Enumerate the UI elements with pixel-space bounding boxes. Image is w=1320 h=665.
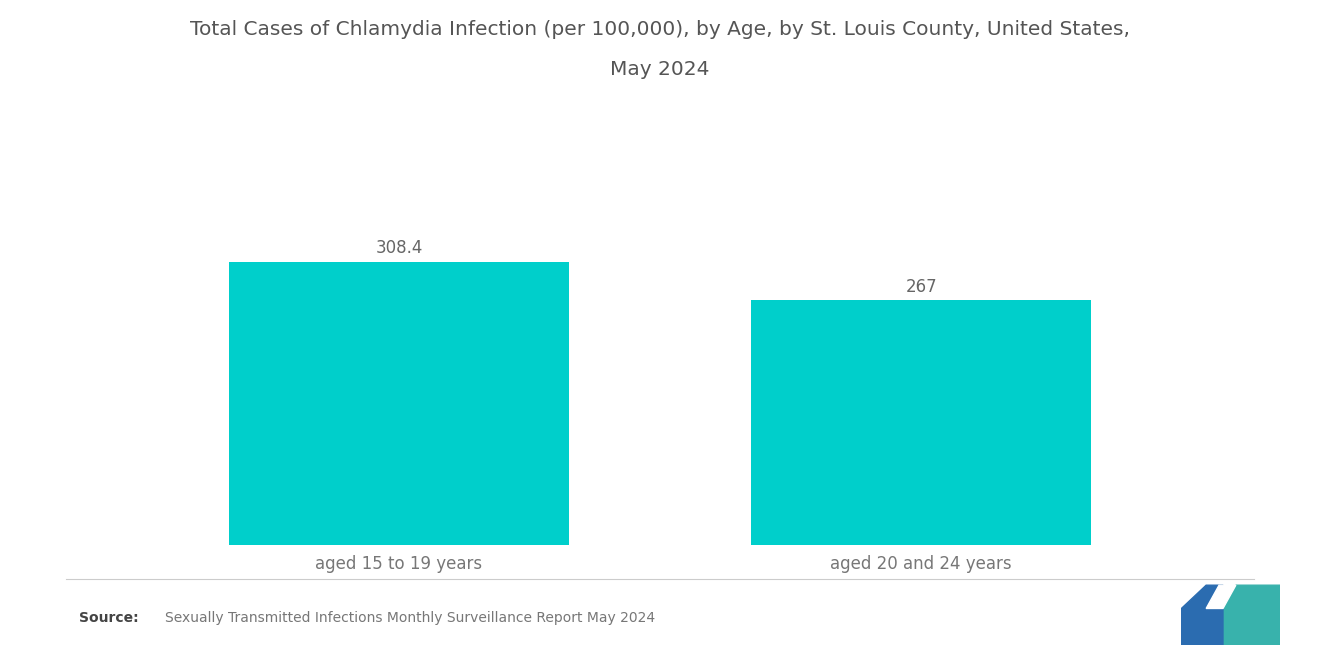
Text: Total Cases of Chlamydia Infection (per 100,000), by Age, by St. Louis County, U: Total Cases of Chlamydia Infection (per …: [190, 20, 1130, 39]
Text: Sexually Transmitted Infections Monthly Surveillance Report May 2024: Sexually Transmitted Infections Monthly …: [165, 611, 655, 626]
Bar: [228, 262, 569, 545]
Text: 308.4: 308.4: [375, 239, 422, 257]
Text: May 2024: May 2024: [610, 60, 710, 79]
Polygon shape: [1181, 585, 1222, 645]
Text: Source:: Source:: [79, 611, 139, 626]
Text: 267: 267: [906, 277, 937, 295]
Polygon shape: [1206, 585, 1236, 608]
Polygon shape: [1220, 585, 1280, 645]
Bar: [751, 300, 1092, 545]
